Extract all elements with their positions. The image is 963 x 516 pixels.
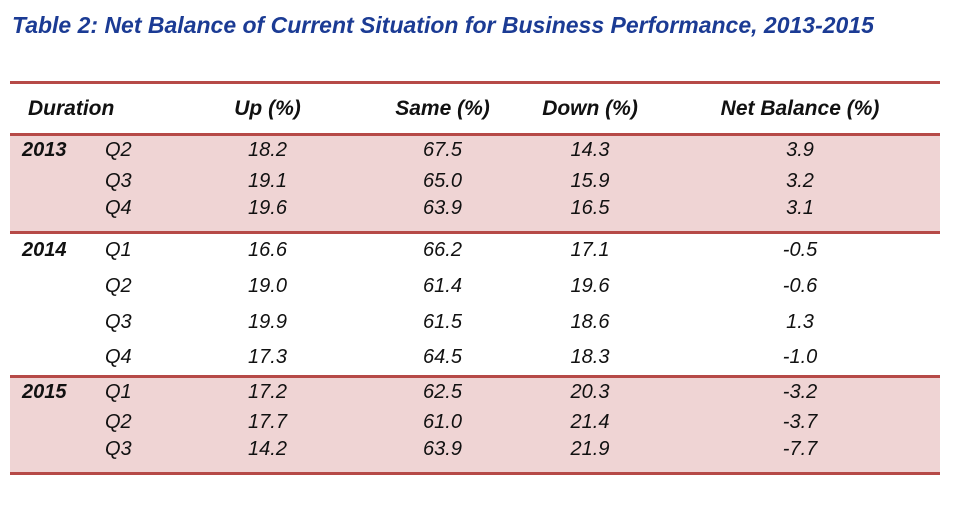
table-row: 2014 Q1 16.6 66.2 17.1 -0.5 bbox=[10, 232, 940, 268]
up-cell: 17.7 bbox=[248, 411, 287, 433]
same-cell: 62.5 bbox=[423, 380, 462, 403]
table-title: Table 2: Net Balance of Current Situatio… bbox=[12, 12, 874, 38]
same-cell: 61.5 bbox=[423, 310, 462, 333]
same-cell: 65.0 bbox=[423, 169, 462, 192]
column-header-up: Up (%) bbox=[234, 96, 301, 120]
table-row: Q4 17.3 64.5 18.3 -1.0 bbox=[10, 340, 940, 376]
year-cell bbox=[10, 268, 95, 304]
same-cell: 67.5 bbox=[423, 139, 462, 162]
same-cell: 63.9 bbox=[423, 196, 462, 219]
same-cell: 64.5 bbox=[423, 345, 462, 368]
same-cell: 63.9 bbox=[423, 438, 462, 460]
net-balance-cell: 3.1 bbox=[786, 196, 814, 219]
column-header-net-balance: Net Balance (%) bbox=[720, 96, 880, 120]
year-cell bbox=[10, 340, 95, 376]
up-cell: 19.9 bbox=[248, 310, 287, 333]
up-cell: 14.2 bbox=[248, 438, 287, 460]
up-cell: 19.6 bbox=[248, 196, 287, 219]
same-cell: 61.0 bbox=[423, 411, 462, 433]
quarter-cell: Q4 bbox=[105, 196, 132, 219]
table-row: Q3 19.9 61.5 18.6 1.3 bbox=[10, 304, 940, 340]
up-cell: 18.2 bbox=[248, 139, 287, 162]
down-cell: 17.1 bbox=[570, 239, 610, 262]
down-cell: 21.9 bbox=[570, 438, 610, 460]
net-balance-cell: -7.7 bbox=[782, 438, 818, 460]
table-row: Q3 19.1 65.0 15.9 3.2 bbox=[10, 166, 940, 197]
same-cell: 66.2 bbox=[423, 239, 462, 262]
up-cell: 17.2 bbox=[248, 380, 287, 403]
table-row: 2015 Q1 17.2 62.5 20.3 -3.2 bbox=[10, 376, 940, 407]
column-header-duration: Duration bbox=[28, 96, 115, 120]
quarter-cell: Q3 bbox=[105, 310, 132, 333]
down-cell: 20.3 bbox=[570, 380, 610, 403]
down-cell: 14.3 bbox=[570, 139, 610, 162]
table-row: Q2 17.7 61.0 21.4 -3.7 bbox=[10, 407, 940, 438]
up-cell: 19.0 bbox=[248, 274, 287, 297]
header-row: Duration Up (%) Same (%) Down (%) Net Balanc… bbox=[10, 83, 940, 135]
quarter-cell: Q2 bbox=[105, 139, 132, 162]
quarter-cell: Q3 bbox=[105, 438, 132, 460]
net-balance-cell: -0.5 bbox=[782, 239, 818, 262]
down-cell: 19.6 bbox=[570, 274, 610, 297]
year-cell: 2015 bbox=[22, 380, 67, 403]
up-cell: 16.6 bbox=[248, 239, 287, 262]
down-cell: 18.6 bbox=[570, 310, 610, 333]
down-cell: 21.4 bbox=[570, 411, 610, 433]
quarter-cell: Q2 bbox=[105, 411, 132, 433]
year-cell: 2013 bbox=[22, 139, 67, 162]
net-balance-cell: 1.3 bbox=[786, 310, 814, 333]
table-row: Q3 14.2 63.9 21.9 -7.7 bbox=[10, 438, 940, 474]
table-row: 2013 Q2 18.2 67.5 14.3 3.9 bbox=[10, 135, 940, 166]
year-cell: 2014 bbox=[22, 239, 67, 262]
up-cell: 19.1 bbox=[248, 169, 287, 192]
year-cell bbox=[10, 304, 95, 340]
year-cell bbox=[10, 166, 95, 197]
net-balance-cell: -3.2 bbox=[782, 380, 818, 403]
quarter-cell: Q2 bbox=[105, 274, 132, 297]
net-balance-cell: 3.2 bbox=[786, 169, 814, 192]
column-header-down: Down (%) bbox=[542, 96, 638, 120]
down-cell: 15.9 bbox=[570, 169, 610, 192]
table-row: Q2 19.0 61.4 19.6 -0.6 bbox=[10, 268, 940, 304]
quarter-cell: Q3 bbox=[105, 169, 132, 192]
year-section-2014: 2014 Q1 16.6 66.2 17.1 -0.5 Q2 19.0 61.4 19.6 -0.6… bbox=[10, 232, 941, 376]
net-balance-cell: -1.0 bbox=[782, 345, 818, 368]
year-cell bbox=[10, 197, 95, 233]
quarter-cell: Q1 bbox=[105, 380, 132, 403]
net-balance-cell: 3.9 bbox=[786, 139, 814, 162]
quarter-cell: Q1 bbox=[105, 239, 132, 262]
down-cell: 16.5 bbox=[570, 196, 610, 219]
table-header: Duration Up (%) Same (%) Down (%) Net Balanc… bbox=[10, 83, 940, 135]
column-header-same: Same (%) bbox=[395, 96, 490, 120]
net-balance-cell: -3.7 bbox=[782, 411, 818, 433]
table-row: Q4 19.6 63.9 16.5 3.1 bbox=[10, 197, 940, 233]
down-cell: 18.3 bbox=[570, 345, 610, 368]
year-cell bbox=[10, 407, 95, 438]
net-balance-table: Duration Up (%) Same (%) Down (%) Net Balanc… bbox=[10, 81, 941, 475]
year-cell bbox=[10, 438, 95, 474]
up-cell: 17.3 bbox=[248, 345, 287, 368]
year-section-2015: 2015 Q1 17.2 62.5 20.3 -3.2 Q2 17.7 61.0 21.4 -3.7… bbox=[10, 376, 941, 474]
quarter-cell: Q4 bbox=[105, 345, 132, 368]
year-section-2013: 2013 Q2 18.2 67.5 14.3 3.9 Q3 19.1 65.0 15.9 3.2 Q4… bbox=[10, 134, 941, 233]
same-cell: 61.4 bbox=[423, 274, 462, 297]
net-balance-cell: -0.6 bbox=[782, 274, 818, 297]
